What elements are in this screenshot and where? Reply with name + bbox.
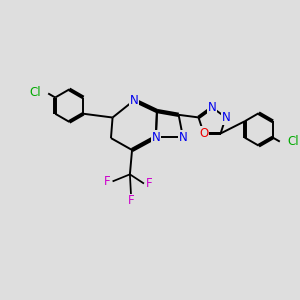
Text: N: N bbox=[130, 94, 139, 107]
Text: N: N bbox=[152, 130, 160, 143]
Text: F: F bbox=[128, 194, 134, 207]
Text: N: N bbox=[178, 130, 187, 143]
Text: F: F bbox=[104, 175, 110, 188]
Text: N: N bbox=[208, 101, 217, 114]
Text: F: F bbox=[146, 177, 153, 190]
Text: N: N bbox=[221, 111, 230, 124]
Text: Cl: Cl bbox=[29, 86, 40, 99]
Text: O: O bbox=[199, 127, 208, 140]
Text: Cl: Cl bbox=[287, 135, 299, 148]
